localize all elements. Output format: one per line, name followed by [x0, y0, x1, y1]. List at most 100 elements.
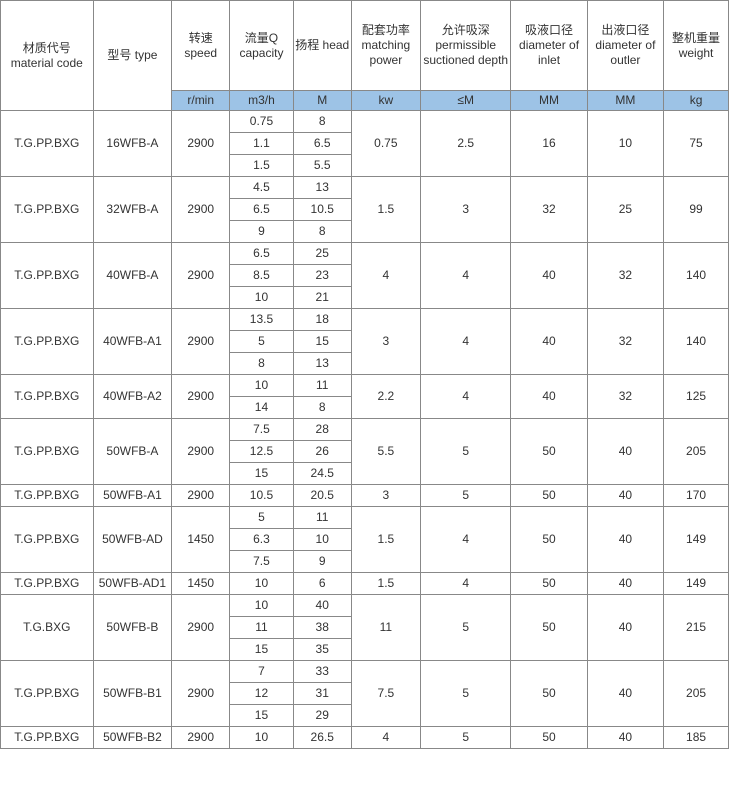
- capacity-cell: 0.75: [230, 111, 294, 133]
- unit-cell: kg: [664, 91, 729, 111]
- capacity-cell: 15: [230, 705, 294, 727]
- outlet-cell: 40: [587, 485, 663, 507]
- weight-cell: 149: [664, 573, 729, 595]
- capacity-cell: 7: [230, 661, 294, 683]
- weight-cell: 140: [664, 243, 729, 309]
- outlet-cell: 32: [587, 243, 663, 309]
- material-cell: T.G.PP.BXG: [1, 111, 94, 177]
- type-cell: 50WFB-B2: [93, 727, 172, 749]
- depth-cell: 5: [421, 595, 511, 661]
- table-row: T.G.PP.BXG50WFB-A29007.5285.555040205: [1, 419, 729, 441]
- inlet-cell: 50: [511, 661, 587, 727]
- col-header: 型号 type: [93, 1, 172, 111]
- header-row: 材质代号 material code 型号 type 转速 speed 流量Q …: [1, 1, 729, 91]
- head-cell: 25: [293, 243, 351, 265]
- head-cell: 11: [293, 507, 351, 529]
- speed-cell: 2900: [172, 419, 230, 485]
- weight-cell: 205: [664, 419, 729, 485]
- table-row: T.G.PP.BXG50WFB-B229001026.5455040185: [1, 727, 729, 749]
- head-cell: 28: [293, 419, 351, 441]
- outlet-cell: 40: [587, 419, 663, 485]
- power-cell: 4: [351, 727, 420, 749]
- power-cell: 5.5: [351, 419, 420, 485]
- inlet-cell: 40: [511, 309, 587, 375]
- material-cell: T.G.PP.BXG: [1, 419, 94, 485]
- head-cell: 10: [293, 529, 351, 551]
- head-cell: 29: [293, 705, 351, 727]
- head-cell: 33: [293, 661, 351, 683]
- type-cell: 50WFB-A: [93, 419, 172, 485]
- material-cell: T.G.PP.BXG: [1, 177, 94, 243]
- table-row: T.G.PP.BXG40WFB-A1290013.518344032140: [1, 309, 729, 331]
- head-cell: 24.5: [293, 463, 351, 485]
- depth-cell: 3: [421, 177, 511, 243]
- capacity-cell: 5: [230, 331, 294, 353]
- material-cell: T.G.PP.BXG: [1, 661, 94, 727]
- material-cell: T.G.PP.BXG: [1, 243, 94, 309]
- col-header: 转速 speed: [172, 1, 230, 91]
- capacity-cell: 1.1: [230, 133, 294, 155]
- speed-cell: 2900: [172, 111, 230, 177]
- head-cell: 9: [293, 551, 351, 573]
- speed-cell: 2900: [172, 485, 230, 507]
- head-cell: 26.5: [293, 727, 351, 749]
- inlet-cell: 16: [511, 111, 587, 177]
- capacity-cell: 5: [230, 507, 294, 529]
- capacity-cell: 4.5: [230, 177, 294, 199]
- outlet-cell: 32: [587, 309, 663, 375]
- unit-cell: MM: [511, 91, 587, 111]
- capacity-cell: 10: [230, 573, 294, 595]
- material-cell: T.G.PP.BXG: [1, 727, 94, 749]
- table-row: T.G.PP.BXG50WFB-AD14505111.545040149: [1, 507, 729, 529]
- depth-cell: 4: [421, 243, 511, 309]
- unit-cell: M: [293, 91, 351, 111]
- table-row: T.G.PP.BXG40WFB-A2290010112.244032125: [1, 375, 729, 397]
- head-cell: 40: [293, 595, 351, 617]
- col-header: 配套功率 matching power: [351, 1, 420, 91]
- depth-cell: 5: [421, 485, 511, 507]
- table-row: T.G.PP.BXG50WFB-A1290010.520.5355040170: [1, 485, 729, 507]
- unit-cell: MM: [587, 91, 663, 111]
- capacity-cell: 10: [230, 287, 294, 309]
- table-row: T.G.BXG50WFB-B290010401155040215: [1, 595, 729, 617]
- head-cell: 10.5: [293, 199, 351, 221]
- col-header: 材质代号 material code: [1, 1, 94, 111]
- weight-cell: 140: [664, 309, 729, 375]
- outlet-cell: 40: [587, 595, 663, 661]
- material-cell: T.G.PP.BXG: [1, 375, 94, 419]
- table-row: T.G.PP.BXG50WFB-AD114501061.545040149: [1, 573, 729, 595]
- col-header: 出液口径 diameter of outler: [587, 1, 663, 91]
- type-cell: 50WFB-B: [93, 595, 172, 661]
- inlet-cell: 40: [511, 375, 587, 419]
- weight-cell: 170: [664, 485, 729, 507]
- capacity-cell: 6.5: [230, 199, 294, 221]
- inlet-cell: 50: [511, 507, 587, 573]
- capacity-cell: 9: [230, 221, 294, 243]
- capacity-cell: 6.5: [230, 243, 294, 265]
- depth-cell: 4: [421, 507, 511, 573]
- power-cell: 7.5: [351, 661, 420, 727]
- outlet-cell: 32: [587, 375, 663, 419]
- capacity-cell: 13.5: [230, 309, 294, 331]
- material-cell: T.G.PP.BXG: [1, 485, 94, 507]
- head-cell: 11: [293, 375, 351, 397]
- head-cell: 6: [293, 573, 351, 595]
- weight-cell: 125: [664, 375, 729, 419]
- outlet-cell: 40: [587, 727, 663, 749]
- inlet-cell: 50: [511, 573, 587, 595]
- capacity-cell: 10: [230, 727, 294, 749]
- inlet-cell: 50: [511, 595, 587, 661]
- head-cell: 20.5: [293, 485, 351, 507]
- head-cell: 15: [293, 331, 351, 353]
- type-cell: 50WFB-AD1: [93, 573, 172, 595]
- speed-cell: 2900: [172, 309, 230, 375]
- spec-table: 材质代号 material code 型号 type 转速 speed 流量Q …: [0, 0, 729, 749]
- head-cell: 13: [293, 177, 351, 199]
- depth-cell: 5: [421, 419, 511, 485]
- table-row: T.G.PP.BXG16WFB-A29000.7580.752.5161075: [1, 111, 729, 133]
- material-cell: T.G.BXG: [1, 595, 94, 661]
- speed-cell: 2900: [172, 661, 230, 727]
- head-cell: 5.5: [293, 155, 351, 177]
- head-cell: 8: [293, 397, 351, 419]
- speed-cell: 1450: [172, 507, 230, 573]
